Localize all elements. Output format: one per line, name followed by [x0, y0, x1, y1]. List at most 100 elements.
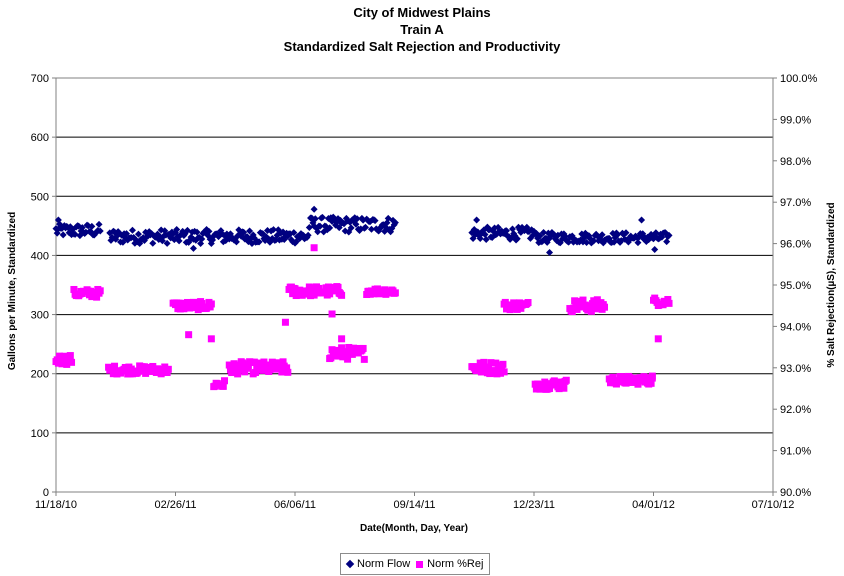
x-tick-label: 12/23/11: [513, 499, 555, 511]
data-point-norm-rej: [278, 368, 286, 376]
data-point-norm-rej: [475, 363, 483, 371]
legend-item-norm-flow: Norm Flow: [345, 558, 411, 570]
data-point-norm-rej: [609, 373, 617, 381]
data-point-norm-rej: [185, 331, 193, 339]
data-point-norm-rej: [497, 369, 505, 377]
data-point-norm-flow: [95, 220, 103, 228]
data-point-norm-rej: [640, 373, 648, 381]
data-point-norm-flow: [476, 235, 484, 243]
y2-tick-label: 96.0%: [780, 239, 811, 251]
data-point-norm-rej: [359, 344, 367, 352]
data-point-norm-flow: [326, 224, 334, 232]
data-point-norm-rej: [591, 305, 599, 313]
data-point-norm-flow: [353, 215, 361, 223]
data-point-norm-rej: [164, 365, 172, 373]
data-point-norm-flow: [78, 224, 86, 232]
data-point-norm-rej: [146, 367, 154, 375]
data-point-norm-flow: [665, 231, 673, 239]
data-point-norm-flow: [362, 223, 370, 231]
data-point-norm-flow: [189, 244, 197, 252]
data-point-norm-flow: [347, 224, 355, 232]
chart-title-line-3: Standardized Salt Rejection and Producti…: [283, 39, 561, 54]
data-point-norm-rej: [476, 359, 484, 367]
data-point-norm-rej: [501, 298, 509, 306]
data-point-norm-flow: [622, 229, 630, 237]
data-point-norm-rej: [506, 306, 514, 314]
data-point-norm-flow: [173, 225, 181, 233]
data-point-norm-rej: [232, 361, 240, 369]
data-point-norm-rej: [289, 290, 297, 298]
data-point-norm-rej: [284, 368, 292, 376]
chart-title-line-2: Train A: [400, 22, 444, 37]
data-point-norm-rej: [360, 355, 368, 363]
data-point-norm-rej: [634, 380, 642, 388]
data-point-norm-rej: [601, 303, 609, 311]
x-tick-label: 04/01/12: [632, 499, 675, 511]
data-point-norm-flow: [590, 237, 598, 245]
data-point-norm-rej: [228, 369, 236, 377]
data-point-norm-flow: [614, 230, 622, 238]
data-point-norm-rej: [571, 297, 579, 305]
data-point-norm-flow: [316, 222, 324, 230]
data-point-norm-flow: [565, 238, 573, 246]
data-point-norm-flow: [583, 238, 591, 246]
y2-tick-label: 98.0%: [780, 156, 811, 168]
data-point-norm-rej: [334, 283, 342, 291]
data-point-norm-rej: [562, 376, 570, 384]
data-point-norm-rej: [511, 300, 519, 308]
x-tick-label: 11/18/10: [35, 499, 77, 511]
y-tick-label: 200: [31, 369, 49, 381]
data-point-norm-rej: [560, 384, 568, 392]
data-point-norm-rej: [272, 365, 280, 373]
y2-tick-label: 94.0%: [780, 321, 811, 333]
data-point-norm-rej: [307, 292, 315, 300]
data-point-norm-rej: [485, 364, 493, 372]
data-point-norm-rej: [493, 370, 501, 378]
data-point-norm-flow: [71, 230, 79, 238]
data-point-norm-rej: [161, 363, 169, 371]
data-point-norm-rej: [344, 355, 352, 363]
data-point-norm-flow: [193, 228, 201, 236]
data-point-norm-flow: [134, 230, 142, 238]
data-point-norm-flow: [371, 217, 379, 225]
data-point-norm-flow: [663, 238, 671, 246]
data-point-norm-flow: [54, 216, 62, 224]
data-point-norm-flow: [598, 231, 606, 239]
data-point-norm-flow: [391, 219, 399, 227]
data-point-norm-rej: [487, 359, 495, 367]
legend-label-norm-flow: Norm Flow: [357, 558, 411, 570]
data-point-norm-flow: [304, 231, 312, 239]
data-point-norm-rej: [480, 358, 488, 366]
x-tick-label: 02/26/11: [154, 499, 196, 511]
data-point-norm-flow: [269, 226, 277, 234]
data-point-norm-flow: [149, 239, 157, 247]
data-point-norm-rej: [665, 299, 673, 307]
data-point-norm-flow: [536, 232, 544, 240]
data-point-norm-flow: [205, 227, 213, 235]
data-point-norm-rej: [111, 362, 119, 370]
chart-title-line-1: City of Midwest Plains: [353, 5, 491, 20]
data-point-norm-flow: [367, 225, 375, 233]
data-point-norm-rej: [334, 352, 342, 360]
data-point-norm-rej: [590, 297, 598, 305]
x-tick-label: 06/06/11: [274, 499, 316, 511]
x-tick-label: 07/10/12: [752, 499, 795, 511]
data-point-norm-rej: [541, 378, 549, 386]
data-point-norm-rej: [207, 300, 215, 308]
y2-tick-label: 95.0%: [780, 280, 811, 292]
data-point-norm-flow: [503, 227, 511, 235]
data-point-norm-rej: [281, 318, 289, 326]
data-point-norm-rej: [93, 293, 101, 301]
data-point-norm-rej: [241, 368, 249, 376]
y-tick-label: 500: [31, 191, 49, 203]
data-point-norm-rej: [587, 307, 595, 315]
y2-tick-label: 90.0%: [780, 487, 811, 499]
data-point-norm-flow: [634, 239, 642, 247]
data-point-norm-flow: [96, 227, 104, 235]
data-point-norm-rej: [259, 366, 267, 374]
data-point-norm-rej: [264, 361, 272, 369]
data-point-norm-flow: [505, 233, 513, 241]
y2-tick-label: 93.0%: [780, 363, 811, 375]
data-point-norm-flow: [651, 246, 659, 254]
data-point-norm-rej: [622, 379, 630, 387]
